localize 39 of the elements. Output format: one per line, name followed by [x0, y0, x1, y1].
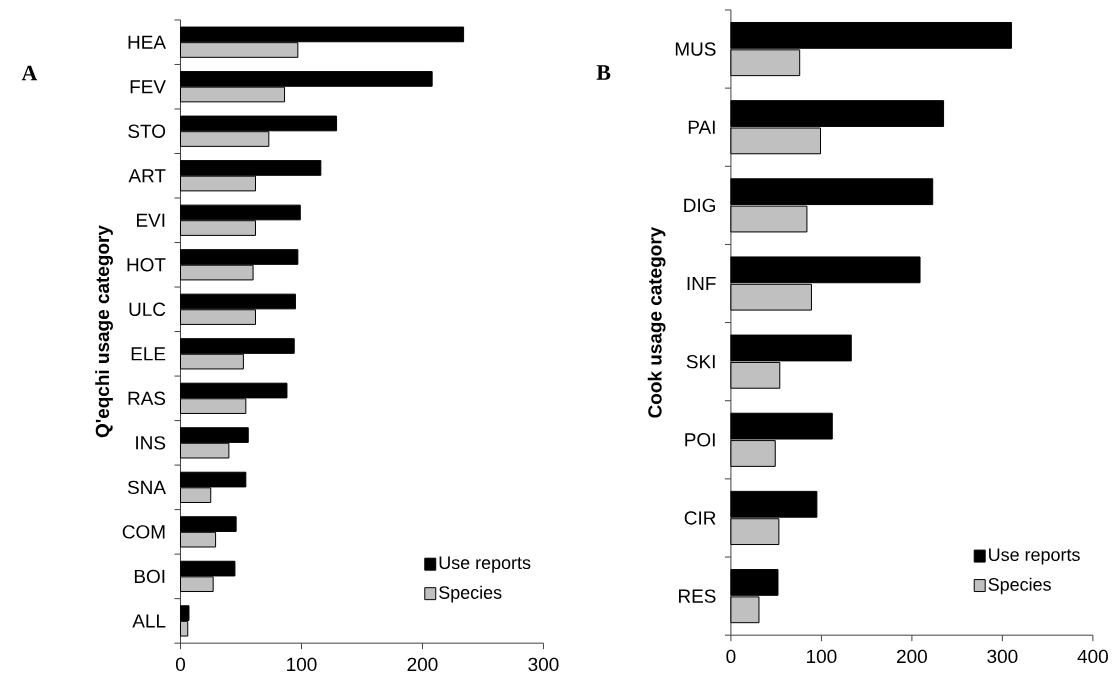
y-tick-label: MUS	[675, 42, 716, 56]
y-tick-label: STO	[128, 124, 166, 138]
y-tick-label: ULC	[129, 302, 166, 316]
y-tick-label: INF	[687, 276, 716, 291]
x-tick-label: 300	[528, 657, 559, 672]
y-tick-label: HEA	[128, 35, 166, 49]
y-tick-label: FEV	[130, 80, 166, 94]
y-tick-label: INS	[136, 436, 166, 450]
y-tick-label: EVI	[137, 213, 165, 227]
y-tick-label: ELE	[131, 347, 166, 361]
y-tick-label: SKI	[686, 354, 715, 369]
y-axis-title: Q'eqchi usage category	[95, 225, 113, 438]
y-tick-label: BOI	[134, 569, 165, 584]
text: A	[21, 65, 38, 81]
legend-label: Species	[439, 585, 502, 603]
y-tick-label: POI	[685, 433, 715, 447]
x-tick-label: 0	[175, 657, 186, 672]
y-tick-label: SNA	[127, 480, 166, 495]
x-tick-label: 100	[807, 649, 837, 664]
legend-label: Use reports	[989, 548, 1080, 565]
y-tick-label: CIR	[684, 511, 716, 525]
x-tick-label: 200	[407, 657, 438, 672]
x-tick-label: 200	[897, 649, 927, 664]
x-tick-label: 300	[987, 649, 1018, 664]
y-tick-label: RES	[679, 589, 716, 603]
y-tick-label: PAI	[688, 120, 715, 134]
x-tick-label: 100	[287, 657, 317, 672]
x-tick-label: 0	[726, 649, 736, 664]
legend-label: Species	[988, 577, 1051, 595]
y-axis-title: Cook usage category	[647, 226, 666, 418]
y-tick-label: ART	[128, 169, 166, 183]
y-tick-label: RAS	[128, 391, 166, 406]
y-tick-label: COM	[122, 525, 165, 539]
y-tick-label: ALL	[132, 614, 166, 628]
legend-label: Use reports	[439, 556, 531, 573]
x-tick-label: 400	[1077, 649, 1108, 664]
text: B	[596, 65, 611, 80]
y-tick-label: HOT	[127, 258, 166, 272]
y-tick-label: DIG	[684, 198, 715, 213]
